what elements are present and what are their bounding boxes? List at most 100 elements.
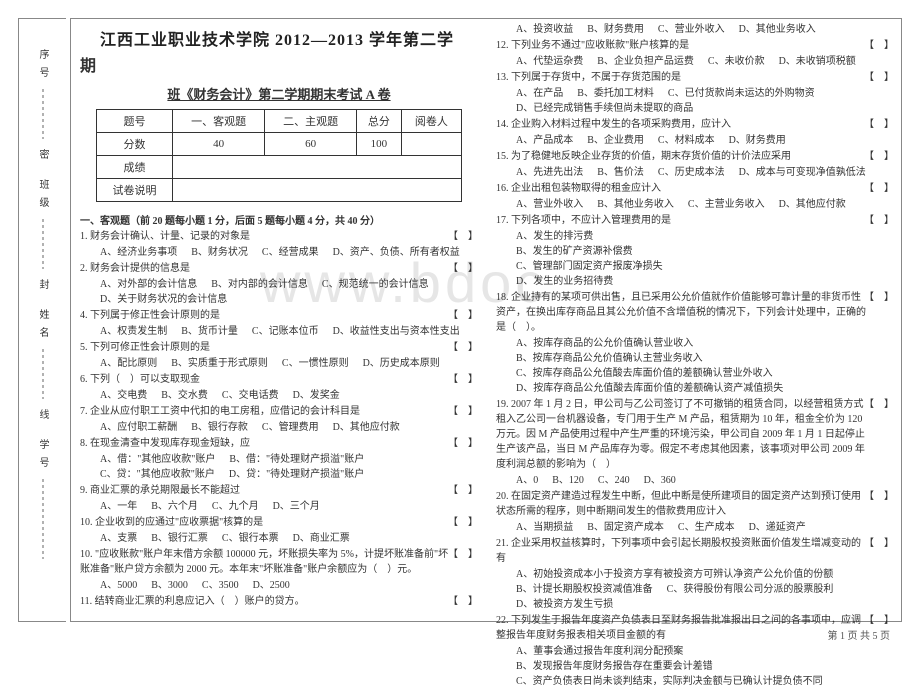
option: A、按库存商品的公允价值确认营业收入 [516,336,693,351]
question-text: 20. 在固定资产建造过程发生中断，但此中断是使所建项目的固定资产达到预订使用状… [496,489,894,519]
table-row: 题号 一、客观题 二、主观题 总分 阅卷人 [96,110,461,133]
td [173,156,462,179]
option: C、240 [598,473,630,488]
question-text: 12. 下列业务不通过"应收账款"账户核算的是【 】 [496,38,894,53]
table-row: 成绩 [96,156,461,179]
th: 一、客观题 [173,110,265,133]
answer-bracket: 【 】 [864,213,894,228]
option: B、按库存商品公允价值确认主营业务收入 [516,351,703,366]
bind-label-xuehao: 学号 [35,439,50,475]
option: B、委托加工材料 [577,86,654,101]
option: D、成本与可变现净值孰低法 [739,165,866,180]
option: D、收益性支出与资本性支出 [333,324,460,339]
question-text: 5. 下列可修正性会计原则的是【 】 [80,340,478,355]
option: C、主营业务收入 [688,197,765,212]
left-questions: 1. 财务会计确认、计量、记录的对象是【 】A、经济业务事项B、财务状况C、经营… [80,229,478,610]
bind-mark-xian: 线 [35,409,50,427]
option: C、生产成本 [678,520,735,535]
option: D、2500 [253,578,290,593]
option: D、关于财务状况的会计信息 [100,292,227,307]
option: A、董事会通过报告年度利润分配预案 [516,644,683,659]
question-options: A、交电费B、交水费C、交电话费D、发奖金 [80,388,478,403]
question-text: 6. 下列（ ）可以支取现金【 】 [80,372,478,387]
option: C、银行本票 [222,531,279,546]
binding-column: 序号 密 班级 封 姓名 线 学号 [18,18,66,622]
option: C、管理部门固定资产报废净损失 [516,259,663,274]
answer-bracket: 【 】 [864,397,894,412]
question-text: 14. 企业购入材料过程中发生的各项采购费用，应计入【 】 [496,117,894,132]
table-row: 试卷说明 [96,179,461,202]
bind-label-xingming: 姓名 [35,309,50,345]
answer-bracket: 【 】 [864,489,894,504]
question-text: 8. 在现金清查中发现库存现金短缺，应【 】 [80,436,478,451]
exam-subtitle: 班《财务会计》第二学期期末考试 A 卷 [80,84,478,103]
option: B、银行存款 [191,420,248,435]
option: A、产品成本 [516,133,573,148]
bind-line [42,349,43,399]
option: B、售价法 [597,165,644,180]
bind-label-xuhao: 序号 [35,49,50,85]
td: 试卷说明 [96,179,172,202]
question-options: A、当期损益B、固定资产成本C、生产成本D、递延资产 [496,520,894,535]
question-options: A、权责发生制B、货币计量C、记账本位币D、收益性支出与资本性支出 [80,324,478,339]
option: D、被投资方发生亏损 [516,597,613,612]
answer-bracket: 【 】 [448,308,478,323]
question-text: 10. "应收账款"账户年末借方余额 100000 元，坏账损失率为 5%，计提… [80,547,478,577]
bind-line [42,89,43,139]
question-text: 10. 企业收到的应通过"应收票据"核算的是【 】 [80,515,478,530]
option: C、3500 [202,578,239,593]
question-options: A、对外部的会计信息B、对内部的会计信息C、规范统一的会计信息D、关于财务状况的… [80,277,478,307]
option: B、借："待处理财产损溢"账户 [229,452,364,467]
option: C、历史成本法 [658,165,725,180]
answer-bracket: 【 】 [448,594,478,609]
option: B、交水费 [161,388,208,403]
question-text: 11. 结转商业汇票的利息应记入（ ）账户的贷方。【 】 [80,594,478,609]
section-1-head: 一、客观题（前 20 题每小题 1 分，后面 5 题每小题 4 分，共 40 分… [80,212,478,227]
question-options: A、经济业务事项B、财务状况C、经营成果D、资产、负债、所有者权益 [80,245,478,260]
option: A、交电费 [100,388,147,403]
option: C、资产负债表日尚未谈判结束，实际判决金额与已确认计提负债不同 [516,674,823,689]
question-text: 22. 下列发生于报告年度资产负债表日至财务报告批准报出日之间的各事项中，应调整… [496,613,894,643]
option: C、按库存商品公允值酸去库面价值的差额确认营业外收入 [516,366,773,381]
question-text: 13. 下列属于存货中，不属于存货范围的是【 】 [496,70,894,85]
bind-line [42,219,43,269]
answer-bracket: 【 】 [864,290,894,305]
answer-bracket: 【 】 [864,70,894,85]
option: D、商业汇票 [293,531,350,546]
option: A、权责发生制 [100,324,167,339]
option: C、获得股份有限公司分派的股票股利 [667,582,834,597]
td [173,179,462,202]
question-options: A、一年B、六个月C、九个月D、三个月 [80,499,478,514]
question-options: A、董事会通过报告年度利润分配预案B、发现报告年度财务报告存在重要会计差错C、资… [496,644,894,689]
option: D、其他业务收入 [739,22,816,37]
option: A、应付职工薪酬 [100,420,177,435]
question-options: A、借："其他应收款"账户B、借："待处理财产损溢"账户C、贷："其他应收款"账… [80,452,478,482]
question-text: 1. 财务会计确认、计量、记录的对象是【 】 [80,229,478,244]
option: D、财务费用 [729,133,786,148]
option: A、先进先出法 [516,165,583,180]
answer-bracket: 【 】 [448,261,478,276]
option: B、企业负担产品运费 [597,54,694,69]
option: A、配比原则 [100,356,157,371]
page-title-1: 江西工业职业技术学院 2012—2013 学年第二学 [100,26,478,50]
option: D、按库存商品公允值酸去库面价值的差额确认资产减值损失 [516,381,783,396]
option: C、记账本位币 [252,324,319,339]
page-title-2: 期 [80,52,478,76]
option: D、360 [644,473,676,488]
answer-bracket: 【 】 [448,340,478,355]
answer-bracket: 【 】 [448,436,478,451]
question-options: A、应付职工薪酬B、银行存款C、管理费用D、其他应付款 [80,420,478,435]
answer-bracket: 【 】 [448,547,478,562]
td [401,133,461,156]
option: D、已经完成销售手续但尚未提取的商品 [516,101,693,116]
answer-bracket: 【 】 [448,515,478,530]
score-table: 题号 一、客观题 二、主观题 总分 阅卷人 分数 40 60 100 成绩 试卷… [96,109,462,202]
answer-bracket: 【 】 [448,483,478,498]
question-text: 19. 2007 年 1 月 2 日，甲公司与乙公司签订了不可撤销的租赁合同，以… [496,397,894,472]
option: B、实质重于形式原则 [171,356,268,371]
answer-bracket: 【 】 [864,613,894,628]
question-options: A、产品成本B、企业费用C、材料成本D、财务费用 [496,133,894,148]
question-text: 2. 财务会计提供的信息是【 】 [80,261,478,276]
option: C、已付货款尚未运达的外购物资 [668,86,815,101]
question-text: 7. 企业从应付职工工资中代扣的电工房租，应借记的会计科目是【 】 [80,404,478,419]
